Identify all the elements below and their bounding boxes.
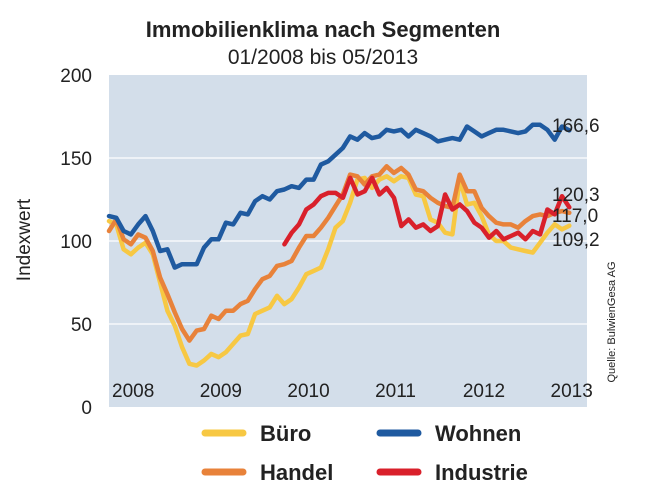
year-label-2009: 2009 xyxy=(200,381,242,402)
year-label-2013: 2013 xyxy=(551,381,593,402)
series-lines xyxy=(106,122,572,368)
legend-label-handel: Handel xyxy=(260,460,333,485)
year-labels: 2008 2009 2010 2011 2012 2013 xyxy=(112,381,593,402)
chart-subtitle: 01/2008 bis 05/2013 xyxy=(228,46,418,69)
year-label-2008: 2008 xyxy=(112,381,154,402)
legend: Büro Wohnen Handel Industrie xyxy=(201,421,528,485)
end-label-industrie: 120,3 xyxy=(552,185,600,206)
y-tick-label-150: 150 xyxy=(60,149,92,170)
end-label-wohnen: 166,6 xyxy=(552,116,600,137)
series-line-handel xyxy=(106,164,572,343)
end-label-handel: 117,0 xyxy=(552,206,598,227)
series-line-industrie xyxy=(282,175,572,247)
chart-title: Immobilienklima nach Segmenten xyxy=(146,17,501,42)
end-label-büro: 109,2 xyxy=(552,230,600,251)
y-tick-label-200: 200 xyxy=(60,66,92,87)
source-note: Quelle: BulwienGesa AG xyxy=(606,261,618,382)
legend-label-büro: Büro xyxy=(260,421,311,446)
legend-label-industrie: Industrie xyxy=(435,460,528,485)
series-line-wohnen xyxy=(106,122,572,270)
year-label-2011: 2011 xyxy=(375,381,416,402)
year-label-2012: 2012 xyxy=(463,381,505,402)
y-axis-ticks: 0 50 100 150 200 xyxy=(60,66,92,419)
y-tick-label-0: 0 xyxy=(81,398,92,419)
year-label-2010: 2010 xyxy=(287,381,329,402)
grid-lines xyxy=(109,157,587,325)
series-line-büro xyxy=(106,174,572,368)
legend-label-wohnen: Wohnen xyxy=(435,421,521,446)
y-axis-label: Indexwert xyxy=(14,198,35,281)
y-tick-label-100: 100 xyxy=(60,232,92,253)
y-tick-label-50: 50 xyxy=(71,315,92,336)
